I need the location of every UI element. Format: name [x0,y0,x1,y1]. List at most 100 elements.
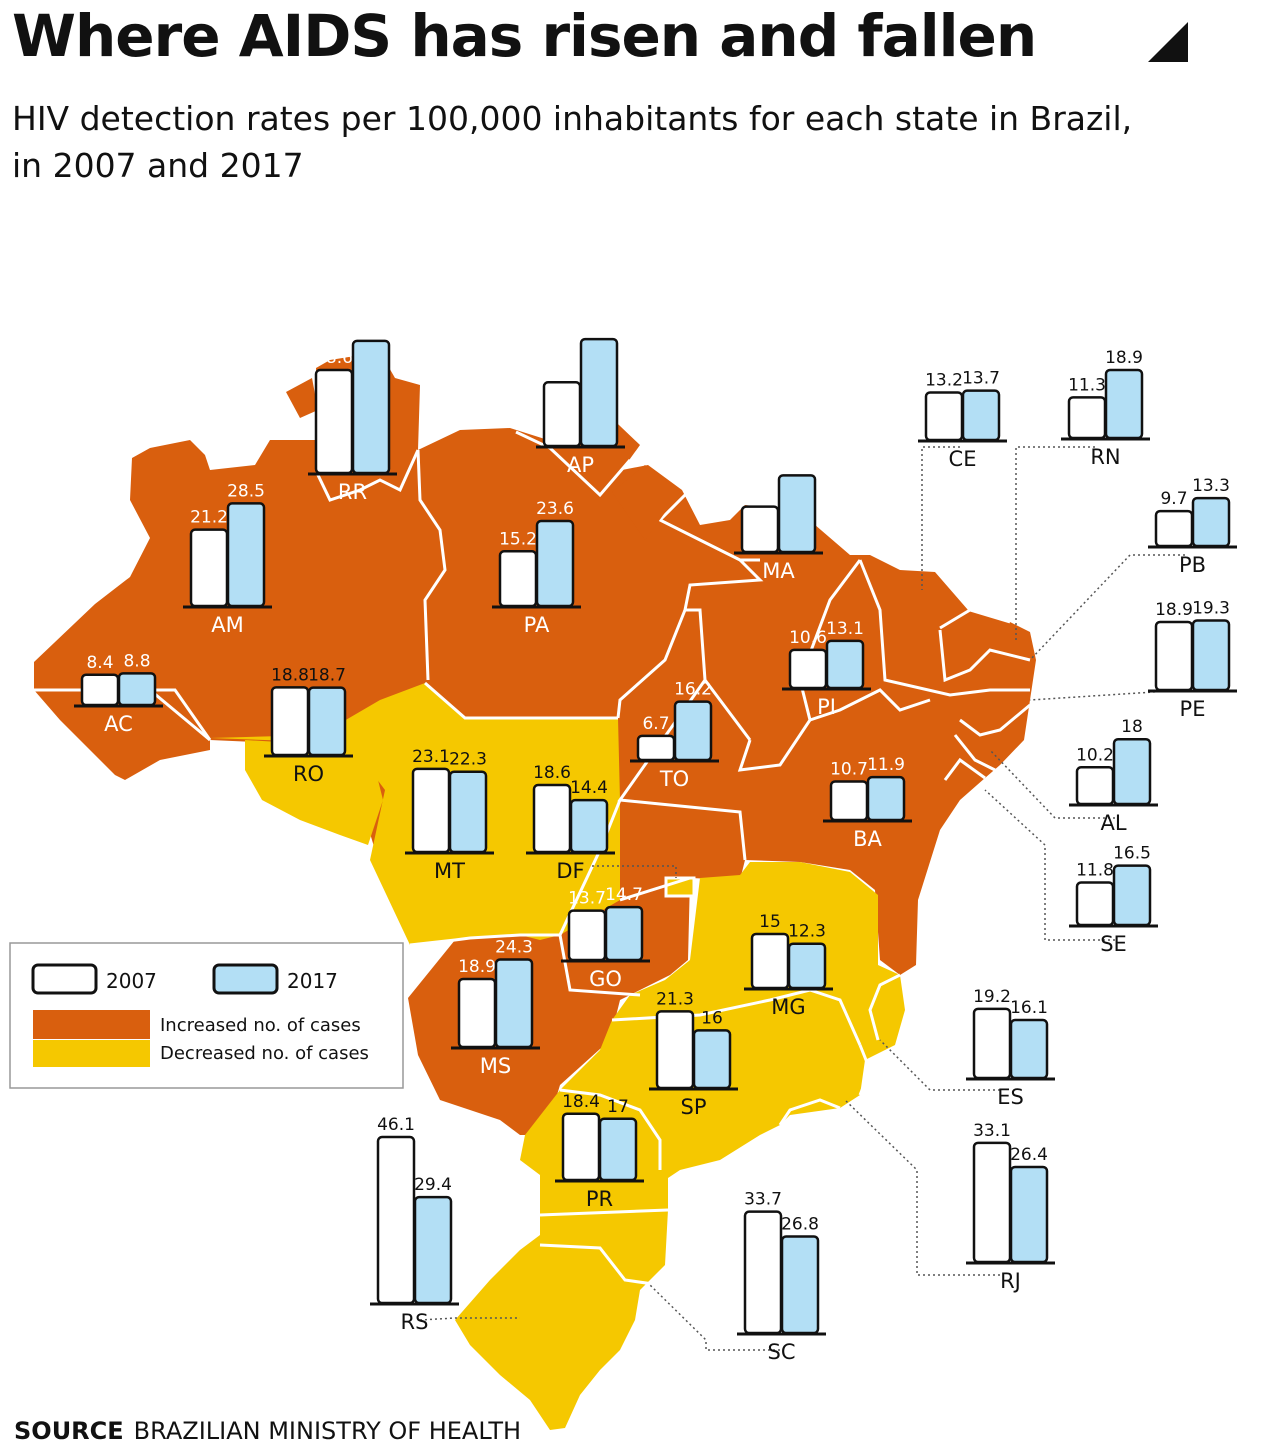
source-label: SOURCE [14,1417,124,1445]
value-label-sc-2007: 33.7 [744,1190,782,1210]
bar-go-2017 [604,905,644,962]
value-label-sc-2017: 26.8 [781,1215,819,1235]
value-label-ce-2017: 13.7 [962,369,1000,389]
value-label-pb-2017: 13.3 [1192,476,1230,496]
bar-ba-2017 [866,775,906,822]
bar-mt-2007 [411,767,451,854]
legend: 2007 2017 Increased no. of cases Decreas… [9,942,404,1089]
value-label-mg-2007: 15 [759,912,781,932]
bar-group-rn: 11.3 18.9 RN [1061,348,1150,469]
bar-sp-2007 [655,1010,695,1090]
state-label-rr: RR [338,480,367,504]
value-label-ms-2017: 24.3 [495,938,533,958]
bar-group-ro: 18.8 18.7 RO [264,665,353,786]
bar-pr-2017 [598,1117,638,1182]
state-label-ro: RO [293,762,324,786]
bar-pa-2007 [498,550,538,608]
bar-group-pe: 18.9 19.3 PE [1148,599,1237,721]
bar-group-mt: 23.1 22.3 MT [405,747,494,883]
state-label-am: AM [211,613,243,637]
subtitle-line-1: HIV detection rates per 100,000 inhabita… [12,99,1133,138]
state-label-ms: MS [480,1054,511,1078]
value-label-al-2017: 18 [1121,717,1143,737]
value-label-df-2007: 18.6 [533,763,571,783]
bar-to-2017 [673,700,713,762]
bar-ac-2017 [117,672,157,707]
bar-rn-2007 [1067,396,1107,440]
legend-swatch-2017 [212,963,279,995]
value-label-sp-2007: 21.3 [656,989,694,1009]
value-label-am-2007: 21.2 [190,508,228,528]
bar-group-go: 13.7 14.7 GO [561,885,650,991]
bar-group-sc: 33.7 26.8 SC [737,1190,826,1364]
bar-ms-2017 [494,958,534,1049]
state-label-sp: SP [681,1095,707,1119]
bar-group-ba: 10.7 11.9 BA [823,755,912,851]
bar-pi-2007 [788,648,828,690]
value-label-to-2017: 16.2 [674,680,712,700]
bar-rr-2017 [351,339,391,475]
state-label-ma: MA [762,559,795,583]
state-label-pe: PE [1180,697,1206,721]
bar-group-ac: 8.4 8.8 AC [74,651,163,736]
bar-group-se: 11.816.5 SE [1069,844,1158,956]
leader-lines [419,446,1186,1351]
bar-al-2007 [1075,766,1115,806]
legend-label-decreased: Decreased no. of cases [160,1043,369,1064]
bar-am-2007 [189,528,229,608]
value-label-go-2017: 14.7 [605,885,643,905]
state-label-rs: RS [401,1310,429,1334]
source-text: BRAZILIAN MINISTRY OF HEALTH [133,1417,522,1445]
value-label-pr-2017: 17 [607,1097,629,1117]
legend-label-2017: 2017 [287,969,338,993]
value-label-rr-2017: 36.7 [352,319,390,339]
value-label-pi-2007: 10.6 [789,628,827,648]
value-label-pa-2017: 23.6 [536,499,574,519]
bar-group-pr: 18.4 17 PR [555,1092,644,1211]
state-label-ce: CE [949,447,977,471]
bar-ma-2007 [740,505,780,554]
value-label-pa-2007: 15.2 [499,529,537,549]
bar-es-2017 [1009,1018,1049,1080]
bar-group-ma: 12.6 21.3 MA [734,453,823,583]
state-label-es: ES [997,1085,1024,1109]
value-label-mt-2017: 22.3 [449,750,487,770]
state-label-rn: RN [1090,445,1120,469]
bar-pe-2007 [1154,620,1194,692]
value-label-df-2017: 14.4 [570,778,608,798]
bar-pa-2017 [535,519,575,608]
state-label-ap: AP [567,453,594,477]
bar-group-rr: 28.6 36.7 RR [308,319,397,504]
bar-ma-2017 [777,474,817,554]
value-label-se-2007: 11.8 [1076,861,1114,881]
state-label-pi: PI [817,695,836,719]
value-label-pe-2007: 18.9 [1155,600,1193,620]
bar-ap-2017 [579,337,619,448]
state-label-mt: MT [434,859,465,883]
region-ap-fragment [286,378,318,418]
region-ap-east-orange [612,465,680,540]
bar-group-ce: 13.2 13.7 CE [918,369,1007,471]
value-label-sp-2017: 16 [701,1008,723,1028]
value-label-ma-2017: 21.3 [778,453,816,473]
bar-se-2007 [1075,881,1115,927]
bar-group-ap: 17.7 29.7 AP [536,317,625,477]
value-label-rj-2017: 26.4 [1010,1145,1048,1165]
bar-al-2017 [1112,737,1152,806]
state-label-al: AL [1100,811,1126,835]
bar-df-2017 [569,798,609,854]
state-label-se: SE [1100,932,1127,956]
bar-ce-2017 [961,389,1001,442]
state-label-pr: PR [586,1187,613,1211]
bar-rr-2007 [314,368,354,475]
bar-sp-2017 [692,1029,732,1090]
bar-to-2007 [636,734,676,762]
state-label-go: GO [589,967,622,991]
value-label-ro-2017: 18.7 [308,666,346,686]
state-label-to: TO [659,767,689,791]
value-label-rn-2007: 11.3 [1068,375,1106,395]
value-label-rs-2007: 46.1 [377,1115,415,1135]
value-label-ap-2017: 29.7 [580,317,618,337]
state-label-rj: RJ [1000,1269,1021,1293]
value-label-es-2017: 16.1 [1010,998,1048,1018]
